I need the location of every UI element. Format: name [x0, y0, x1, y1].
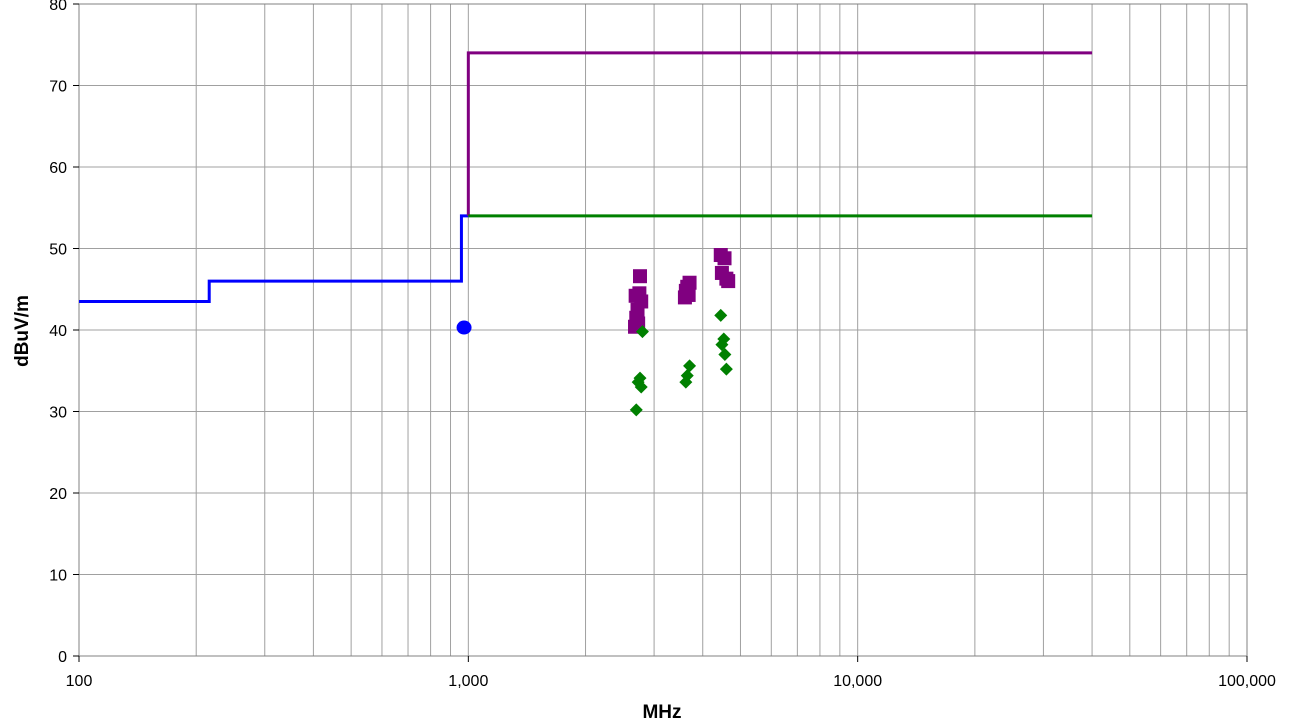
point-purple-square [682, 275, 697, 290]
point-green-diamond [714, 308, 728, 322]
y-tick-label: 0 [58, 649, 67, 666]
point-purple-square [721, 274, 736, 289]
point-purple-square [632, 269, 647, 284]
y-axis-ticks: 0 10 20 30 40 50 60 70 80 [49, 0, 79, 666]
limit-line-blue [79, 214, 469, 303]
point-green-diamond [634, 380, 648, 394]
point-green-diamond [629, 403, 643, 417]
point-green-diamond [680, 369, 694, 383]
y-tick-label: 40 [49, 323, 67, 340]
y-tick-label: 30 [49, 405, 67, 422]
y-tick-label: 50 [49, 242, 67, 259]
limit-lines [79, 51, 1093, 303]
point-green-diamond [718, 347, 732, 361]
x-tick-label: 100 [66, 673, 93, 690]
point-green-diamond [635, 325, 649, 339]
x-tick-label: 100,000 [1218, 673, 1276, 690]
data-markers [456, 248, 736, 417]
point-green-diamond [717, 332, 731, 346]
point-green-diamond [719, 362, 733, 376]
y-tick-label: 10 [49, 568, 67, 585]
y-tick-label: 20 [49, 486, 67, 503]
limit-line-purple [466, 51, 1093, 216]
x-tick-label: 10,000 [833, 673, 882, 690]
y-tick-label: 80 [49, 0, 67, 14]
y-axis-title: dBuV/m [12, 295, 33, 367]
y-tick-label: 70 [49, 79, 67, 96]
grid [78, 3, 1247, 657]
x-tick-label: 1,000 [448, 673, 488, 690]
x-axis-title: MHz [642, 702, 681, 723]
point-blue-circle [456, 320, 472, 335]
point-purple-square [628, 288, 643, 303]
point-purple-square [717, 251, 732, 266]
y-tick-label: 60 [49, 160, 67, 177]
point-purple-square [681, 287, 696, 302]
x-axis-ticks: 100 1,000 10,000 100,000 [66, 656, 1276, 690]
point-green-diamond [683, 359, 697, 373]
point-green-diamond [633, 371, 647, 385]
